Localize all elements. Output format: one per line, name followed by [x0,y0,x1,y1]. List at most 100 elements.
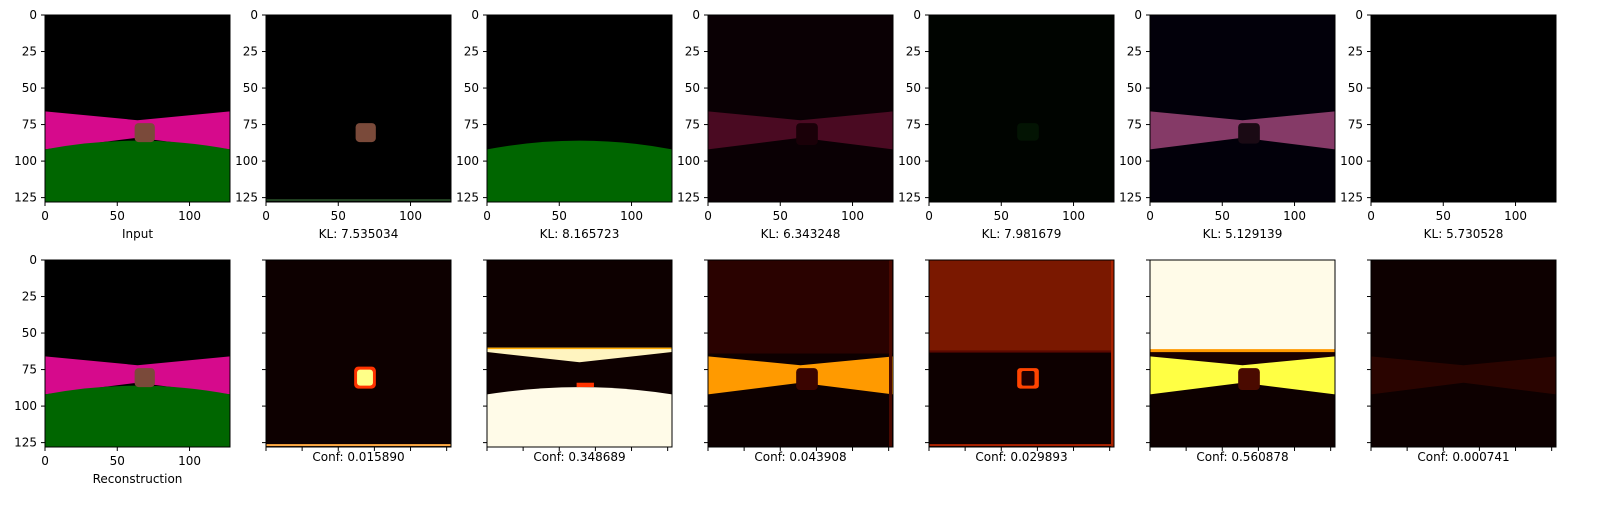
panel-background [1371,260,1556,447]
y-tick-label: 25 [243,45,258,59]
panel-frame [44,259,231,448]
y-tick-label: 0 [1134,8,1142,22]
heat-gap [1150,350,1335,366]
x-tick-label: 50 [1436,209,1451,223]
bottom-panel-7: Conf: 0.000741 [1367,259,1557,464]
x-tick-label: 50 [773,209,788,223]
x-tick-label: 100 [1504,209,1527,223]
panel-frame [1149,14,1336,203]
y-tick-label: 25 [22,45,37,59]
y-tick-label: 25 [1127,45,1142,59]
panel-frame [486,259,673,448]
y-tick-label: 0 [29,8,37,22]
panel-background [266,260,451,447]
dim-fill [1150,15,1335,202]
y-tick-label: 75 [1127,118,1142,132]
y-tick-label: 75 [464,118,479,132]
object-shadow [1017,123,1039,141]
y-tick-label: 0 [250,8,258,22]
panel-caption: Input [122,227,153,241]
bottom-line [266,444,451,447]
y-tick-label: 25 [906,45,921,59]
y-tick-label: 125 [235,191,258,205]
bottom-line [929,444,1114,447]
y-tick-label: 0 [1355,8,1363,22]
x-tick-label: 0 [925,209,933,223]
x-tick-label: 0 [41,209,49,223]
x-tick-label: 100 [620,209,643,223]
ground-region [45,385,230,447]
panel-background [1371,15,1556,202]
bottom-panel-2: Conf: 0.015890 [262,259,452,464]
y-tick-label: 50 [906,81,921,95]
x-tick-label: 50 [110,209,125,223]
heat-core [357,369,373,386]
object-blob [355,123,376,143]
right-edge [1111,260,1114,447]
y-tick-label: 50 [22,326,37,340]
panel-frame [928,14,1115,203]
panel-frame [44,14,231,203]
x-tick-label: 100 [178,209,201,223]
y-tick-label: 25 [1348,45,1363,59]
bottom-panel-3: Conf: 0.348689 [483,259,673,464]
object-blob [134,368,155,388]
x-tick-label: 100 [178,454,201,468]
panel-caption: KL: 7.981679 [982,227,1062,241]
y-tick-label: 50 [685,81,700,95]
panel-frame [928,259,1115,448]
panel-caption: Conf: 0.000741 [1417,450,1509,464]
y-tick-label: 100 [677,154,700,168]
x-tick-label: 0 [483,209,491,223]
heat-ground [487,387,672,447]
y-tick-label: 50 [464,81,479,95]
panel-frame [1370,14,1557,203]
heat-sky [929,260,1114,351]
bottom-panel-1: 0 25 50 75 100 125 0 50 100 Reconstruction [14,253,231,486]
panel-caption: Reconstruction [93,472,183,486]
panel-background [266,15,451,202]
heat-upper-line [487,347,672,350]
object-shadow [796,123,818,146]
object-shadow [1238,368,1260,391]
y-tick-label: 75 [243,118,258,132]
object-shadow [796,368,818,391]
y-tick-label: 100 [235,154,258,168]
y-tick-label: 0 [29,253,37,267]
panel-frame [486,14,673,203]
heat-horizon [1150,349,1335,353]
panel-frame [707,259,894,448]
panel-caption: Conf: 0.043908 [754,450,846,464]
y-tick-label: 100 [1340,154,1363,168]
y-tick-label: 25 [464,45,479,59]
y-tick-label: 100 [14,399,37,413]
y-tick-label: 25 [22,290,37,304]
object-shadow [1238,123,1260,144]
bottom-panel-5: Conf: 0.029893 [925,259,1115,464]
y-tick-label: 125 [677,191,700,205]
panel-frame [707,14,894,203]
right-edge [889,260,892,447]
y-tick-label: 125 [1119,191,1142,205]
heat-sky [1150,260,1335,351]
panel-caption: KL: 6.343248 [761,227,841,241]
y-tick-label: 125 [14,191,37,205]
bottom-line [266,199,451,202]
heat-sky [708,260,893,354]
y-tick-label: 75 [1348,118,1363,132]
heat-object-core [1021,371,1035,386]
x-tick-label: 0 [1367,209,1375,223]
y-tick-label: 75 [685,118,700,132]
panel-caption: KL: 5.730528 [1424,227,1504,241]
panel-caption: Conf: 0.560878 [1196,450,1288,464]
panel-frame [1370,259,1557,448]
y-tick-label: 75 [22,118,37,132]
x-tick-label: 50 [331,209,346,223]
panel-frame [1149,259,1336,448]
y-tick-label: 125 [898,191,921,205]
ground-region [487,140,672,202]
